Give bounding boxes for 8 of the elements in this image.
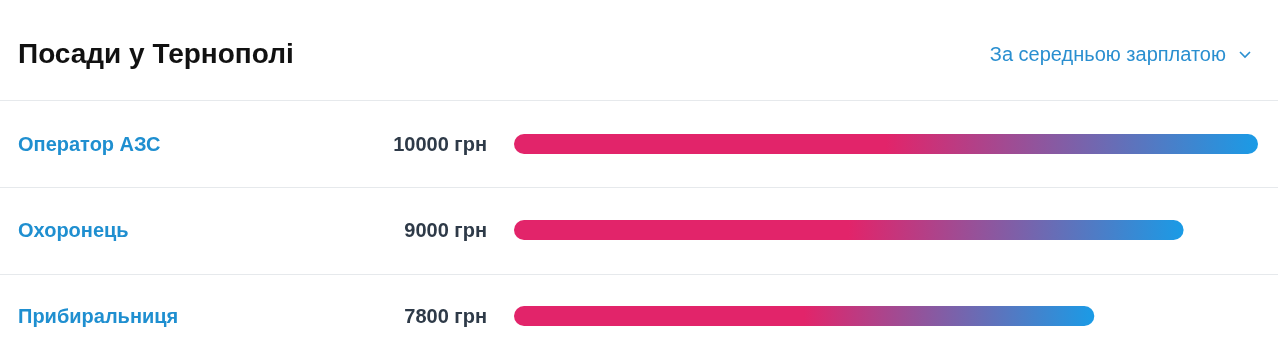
data-label: 10000 грн bbox=[393, 133, 487, 155]
text: Посади у Тернополі bbox=[18, 38, 294, 70]
y-tick-label: Охоронець bbox=[18, 219, 129, 241]
y-tick-label: Оператор АЗС bbox=[18, 133, 161, 155]
data-label: 9000 грн bbox=[404, 219, 487, 241]
y-tick-label: Прибиральниця bbox=[18, 305, 179, 327]
chart-subtitle: За середньою зарплатою bbox=[989, 43, 1226, 66]
data-label: 7800 грн bbox=[404, 305, 487, 327]
